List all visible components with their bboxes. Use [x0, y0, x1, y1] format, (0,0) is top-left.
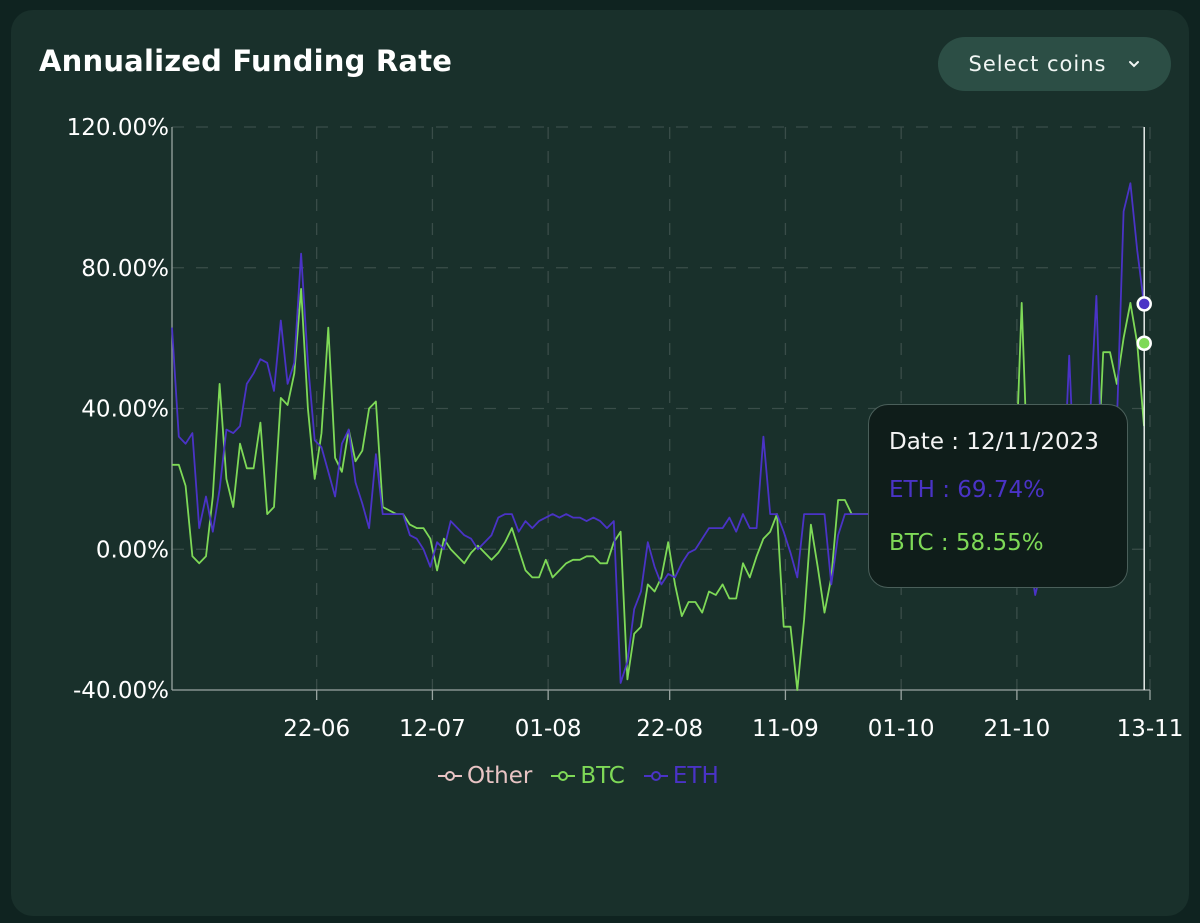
y-tick-label: 40.00% — [81, 397, 169, 423]
legend-label-eth: ETH — [672, 763, 719, 789]
x-tick-label: 01-08 — [515, 716, 582, 742]
y-tick-label: 120.00% — [67, 115, 169, 141]
legend-item-other[interactable]: Other — [437, 763, 532, 789]
select-coins-label: Select coins — [968, 52, 1107, 76]
legend-item-eth[interactable]: ETH — [643, 763, 719, 789]
x-tick-label: 01-10 — [868, 716, 935, 742]
hover-point-btc — [1136, 335, 1152, 351]
hover-point-eth — [1136, 296, 1152, 312]
y-tick-label: 80.00% — [81, 256, 169, 282]
legend-label-other: Other — [467, 763, 533, 789]
tooltip-eth-value: ETH : 69.74% — [889, 477, 1045, 503]
y-tick-label: 0.00% — [96, 537, 169, 563]
chevron-down-icon — [1128, 60, 1140, 68]
legend-item-btc[interactable]: BTC — [550, 763, 625, 789]
x-tick-label: 22-08 — [636, 716, 703, 742]
y-tick-label: -40.00% — [73, 678, 169, 704]
tooltip-btc-value: BTC : 58.55% — [889, 530, 1044, 556]
x-tick-label: 21-10 — [983, 716, 1050, 742]
x-tick-label: 22-06 — [283, 716, 350, 742]
x-tick-label: 11-09 — [752, 716, 819, 742]
chart-title: Annualized Funding Rate — [39, 44, 453, 78]
chart-legend: Other BTC ETH — [437, 763, 719, 789]
tooltip-date: Date : 12/11/2023 — [889, 429, 1099, 455]
legend-label-btc: BTC — [580, 763, 625, 789]
legend-marker-icon — [438, 771, 462, 781]
legend-marker-icon — [551, 771, 576, 781]
x-tick-label: 13-11 — [1117, 716, 1184, 742]
hover-tooltip: Date : 12/11/2023 ETH : 69.74% BTC : 58.… — [868, 404, 1128, 588]
legend-marker-icon — [643, 771, 668, 781]
x-tick-label: 12-07 — [399, 716, 466, 742]
select-coins-button[interactable]: Select coins — [938, 37, 1171, 91]
